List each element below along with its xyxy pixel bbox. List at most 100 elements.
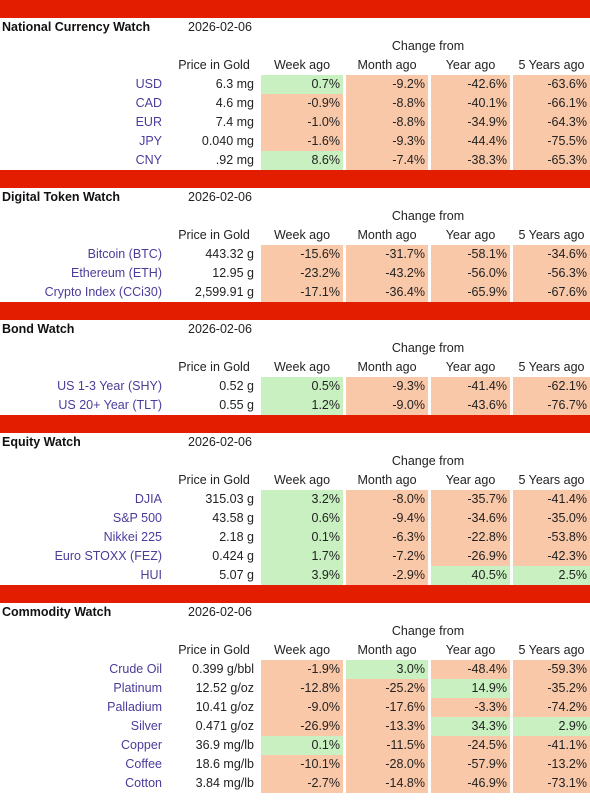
year-header: Year ago — [445, 360, 496, 374]
five-year-change-cell: -76.7% — [513, 396, 590, 415]
price-header: Price in Gold — [178, 360, 250, 374]
table-row: CNY .92 mg 8.6% -7.4% -38.3% -65.3% — [0, 151, 590, 170]
section-title-row: Bond Watch 2026-02-06 — [0, 320, 590, 339]
asset-link[interactable]: Nikkei 225 — [103, 530, 162, 544]
asset-link[interactable]: Platinum — [113, 681, 162, 695]
asset-link[interactable]: Crude Oil — [109, 662, 162, 676]
asset-link[interactable]: JPY — [139, 134, 162, 148]
year-change-cell: -56.0% — [431, 264, 510, 283]
week-change-cell: 0.6% — [261, 509, 343, 528]
month-change-cell: -31.7% — [346, 245, 428, 264]
table-row: DJIA 315.03 g 3.2% -8.0% -35.7% -41.4% — [0, 490, 590, 509]
change-from-row: Change from — [0, 37, 590, 56]
year-change-cell: -44.4% — [431, 132, 510, 151]
column-header-row: Price in Gold Week ago Month ago Year ago 5 … — [0, 358, 590, 377]
week-change-cell: 8.6% — [261, 151, 343, 170]
asset-link[interactable]: Silver — [130, 719, 162, 733]
price-header: Price in Gold — [178, 58, 250, 72]
five-year-header: 5 Years ago — [518, 360, 585, 374]
asset-link[interactable]: S&P 500 — [112, 511, 162, 525]
week-header: Week ago — [273, 360, 331, 374]
five-year-change-cell: -34.6% — [513, 245, 590, 264]
column-header-row: Price in Gold Week ago Month ago Year ago 5 … — [0, 471, 590, 490]
week-change-cell: 0.1% — [261, 736, 343, 755]
asset-link[interactable]: DJIA — [134, 492, 162, 506]
month-change-cell: -28.0% — [346, 755, 428, 774]
five-year-change-cell: -65.3% — [513, 151, 590, 170]
price-header: Price in Gold — [178, 473, 250, 487]
asset-link[interactable]: HUI — [140, 568, 162, 582]
asset-link[interactable]: Palladium — [107, 700, 162, 714]
table-row: Silver 0.471 g/oz -26.9% -13.3% 34.3% 2.9% — [0, 717, 590, 736]
change-from-label: Change from — [391, 341, 465, 355]
watch-section: Digital Token Watch 2026-02-06 Change from… — [0, 170, 590, 302]
week-change-cell: -1.9% — [261, 660, 343, 679]
five-year-header: 5 Years ago — [518, 643, 585, 657]
month-change-cell: -6.3% — [346, 528, 428, 547]
asset-link[interactable]: Cotton — [125, 776, 162, 790]
five-year-change-cell: -64.3% — [513, 113, 590, 132]
watch-section: Bond Watch 2026-02-06 Change from Price in … — [0, 302, 590, 415]
asset-link[interactable]: CAD — [135, 96, 162, 110]
year-change-cell: -48.4% — [431, 660, 510, 679]
price-cell: 7.4 mg — [215, 115, 254, 129]
price-header: Price in Gold — [178, 228, 250, 242]
five-year-change-cell: -41.1% — [513, 736, 590, 755]
asset-link[interactable]: Crypto Index (CCi30) — [44, 285, 162, 299]
five-year-change-cell: -35.2% — [513, 679, 590, 698]
week-change-cell: 1.7% — [261, 547, 343, 566]
year-change-cell: -58.1% — [431, 245, 510, 264]
price-cell: 6.3 mg — [215, 77, 254, 91]
asset-link[interactable]: US 20+ Year (TLT) — [58, 398, 162, 412]
section-title: Equity Watch — [2, 435, 81, 449]
price-header: Price in Gold — [178, 643, 250, 657]
asset-link[interactable]: USD — [135, 77, 162, 91]
year-change-cell: -43.6% — [431, 396, 510, 415]
price-cell: 12.95 g — [212, 266, 254, 280]
asset-link[interactable]: US 1-3 Year (SHY) — [57, 379, 162, 393]
month-change-cell: -43.2% — [346, 264, 428, 283]
month-header: Month ago — [357, 360, 417, 374]
table-row: Crude Oil 0.399 g/bbl -1.9% 3.0% -48.4% -59.3… — [0, 660, 590, 679]
price-cell: 18.6 mg/lb — [195, 757, 254, 771]
year-change-cell: -35.7% — [431, 490, 510, 509]
price-cell: 2.18 g — [219, 530, 254, 544]
month-change-cell: -13.3% — [346, 717, 428, 736]
section-title-row: Commodity Watch 2026-02-06 — [0, 603, 590, 622]
asset-link[interactable]: Coffee — [125, 757, 162, 771]
five-year-change-cell: -41.4% — [513, 490, 590, 509]
asset-link[interactable]: Euro STOXX (FEZ) — [54, 549, 162, 563]
price-cell: 10.41 g/oz — [195, 700, 254, 714]
price-cell: 0.52 g — [219, 379, 254, 393]
week-change-cell: 3.2% — [261, 490, 343, 509]
asset-link[interactable]: Ethereum (ETH) — [71, 266, 162, 280]
section-title-row: Digital Token Watch 2026-02-06 — [0, 188, 590, 207]
asset-link[interactable]: Bitcoin (BTC) — [87, 247, 162, 261]
table-row: Crypto Index (CCi30) 2,599.91 g -17.1% -36.… — [0, 283, 590, 302]
asset-link[interactable]: Copper — [121, 738, 162, 752]
column-header-row: Price in Gold Week ago Month ago Year ago 5 … — [0, 56, 590, 75]
five-year-change-cell: 2.9% — [513, 717, 590, 736]
asset-link[interactable]: EUR — [135, 115, 162, 129]
change-from-row: Change from — [0, 622, 590, 641]
month-header: Month ago — [357, 643, 417, 657]
five-year-change-cell: -74.2% — [513, 698, 590, 717]
table-row: Platinum 12.52 g/oz -12.8% -25.2% 14.9% -35.2… — [0, 679, 590, 698]
table-row: CAD 4.6 mg -0.9% -8.8% -40.1% -66.1% — [0, 94, 590, 113]
month-change-cell: 3.0% — [346, 660, 428, 679]
month-change-cell: -8.8% — [346, 113, 428, 132]
month-change-cell: -9.4% — [346, 509, 428, 528]
five-year-header: 5 Years ago — [518, 58, 585, 72]
change-from-row: Change from — [0, 452, 590, 471]
five-year-change-cell: -75.5% — [513, 132, 590, 151]
section-date: 2026-02-06 — [188, 605, 252, 619]
year-change-cell: -34.6% — [431, 509, 510, 528]
five-year-change-cell: -35.0% — [513, 509, 590, 528]
section-title-row: National Currency Watch 2026-02-06 — [0, 18, 590, 37]
asset-link[interactable]: CNY — [135, 153, 162, 167]
week-change-cell: -10.1% — [261, 755, 343, 774]
five-year-change-cell: -66.1% — [513, 94, 590, 113]
watch-section: Commodity Watch 2026-02-06 Change from Pric… — [0, 585, 590, 793]
table-row: Nikkei 225 2.18 g 0.1% -6.3% -22.8% -53.8% — [0, 528, 590, 547]
